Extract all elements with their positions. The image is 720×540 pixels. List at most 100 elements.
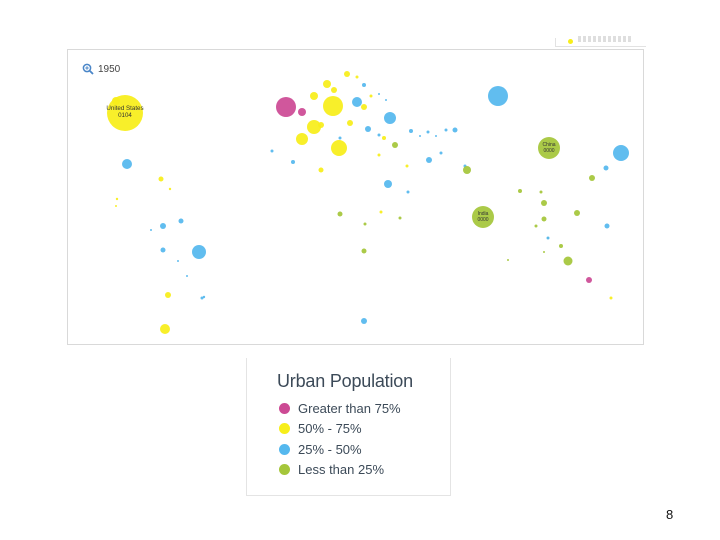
country-bubble[interactable]: [115, 205, 117, 207]
country-bubble[interactable]: [507, 259, 509, 261]
country-bubble[interactable]: [379, 210, 383, 214]
country-bubble[interactable]: [613, 145, 629, 161]
country-bubble[interactable]: [574, 210, 580, 216]
country-bubble[interactable]: [439, 151, 443, 155]
country-bubble[interactable]: [377, 153, 381, 157]
country-bubble[interactable]: [534, 224, 538, 228]
country-bubble[interactable]: [426, 157, 432, 163]
bubble-label-united-states: United States 0104: [106, 105, 143, 119]
country-bubble[interactable]: [426, 130, 430, 134]
country-bubble[interactable]: [298, 108, 306, 116]
country-bubble[interactable]: [178, 218, 184, 224]
country-bubble[interactable]: [122, 159, 132, 169]
country-bubble[interactable]: [338, 136, 342, 140]
country-bubble[interactable]: [200, 296, 204, 300]
country-bubble[interactable]: [472, 206, 494, 228]
country-bubble[interactable]: [361, 248, 367, 254]
country-bubble[interactable]: [385, 99, 387, 101]
country-bubble[interactable]: [377, 133, 381, 137]
country-bubble[interactable]: [158, 176, 164, 182]
country-bubble[interactable]: [323, 96, 343, 116]
bubble-map-panel[interactable]: United States 0104 China 0000 India 0000 1950: [67, 49, 644, 345]
country-bubble[interactable]: [419, 135, 421, 137]
country-bubble[interactable]: [361, 104, 367, 110]
country-bubble[interactable]: [539, 190, 543, 194]
country-bubble[interactable]: [518, 189, 522, 193]
country-bubble[interactable]: [318, 167, 324, 173]
country-bubble[interactable]: [115, 197, 119, 201]
country-bubble[interactable]: [331, 87, 337, 93]
country-bubble[interactable]: [398, 216, 402, 220]
country-bubble[interactable]: [160, 247, 166, 253]
country-bubble[interactable]: [337, 211, 343, 217]
country-bubble[interactable]: [384, 112, 396, 124]
country-bubble[interactable]: [463, 166, 471, 174]
legend-swatch: [279, 402, 290, 414]
country-bubble[interactable]: [323, 80, 331, 88]
country-bubble[interactable]: [291, 160, 295, 164]
country-bubble[interactable]: [160, 324, 170, 334]
country-bubble[interactable]: [409, 129, 413, 133]
country-bubble[interactable]: [186, 275, 188, 277]
country-bubble[interactable]: [177, 260, 179, 262]
legend-dot-fragment: [568, 39, 573, 44]
country-bubble[interactable]: [363, 222, 367, 226]
country-bubble[interactable]: [361, 318, 367, 324]
country-bubble[interactable]: [405, 164, 409, 168]
country-bubble[interactable]: [344, 71, 350, 77]
country-bubble[interactable]: [365, 126, 371, 132]
country-bubble[interactable]: [347, 120, 353, 126]
country-bubble[interactable]: [307, 120, 321, 134]
urban-population-legend: Urban Population Greater than 75% 50% - 7…: [246, 358, 451, 496]
country-bubble[interactable]: [406, 190, 410, 194]
country-bubble[interactable]: [318, 122, 324, 128]
country-bubble[interactable]: [452, 127, 458, 133]
country-bubble[interactable]: [488, 86, 508, 106]
country-bubble[interactable]: [541, 200, 547, 206]
legend-item-gt75: Greater than 75%: [279, 398, 401, 419]
country-bubble[interactable]: [378, 93, 380, 95]
country-bubble[interactable]: [604, 223, 610, 229]
legend-label: 50% - 75%: [298, 421, 362, 437]
bubble-label-line: 0000: [543, 148, 554, 154]
country-bubble[interactable]: [296, 133, 308, 145]
country-bubble[interactable]: [609, 296, 613, 300]
country-bubble[interactable]: [165, 292, 171, 298]
legend-text-fragment: [578, 36, 633, 42]
legend-swatch: [279, 443, 290, 455]
country-bubble[interactable]: [355, 75, 359, 79]
bubble-label-line: United States: [106, 105, 143, 112]
legend-item-25to50: 25% - 50%: [279, 439, 401, 460]
country-bubble[interactable]: [168, 187, 172, 191]
country-bubble[interactable]: [276, 97, 296, 117]
country-bubble[interactable]: [435, 135, 437, 137]
country-bubble[interactable]: [384, 180, 392, 188]
country-bubble[interactable]: [559, 244, 563, 248]
legend-item-lt25: Less than 25%: [279, 460, 401, 481]
legend-strip-fragment: [555, 36, 646, 47]
country-bubble[interactable]: [150, 229, 152, 231]
country-bubble[interactable]: [362, 83, 366, 87]
country-bubble[interactable]: [546, 236, 550, 240]
country-bubble[interactable]: [392, 142, 398, 148]
country-bubble[interactable]: [541, 216, 547, 222]
country-bubble[interactable]: [160, 223, 166, 229]
country-bubble[interactable]: [112, 97, 120, 105]
country-bubble[interactable]: [563, 256, 573, 266]
country-bubble[interactable]: [603, 165, 609, 171]
country-bubble[interactable]: [538, 137, 560, 159]
country-bubble[interactable]: [382, 136, 386, 140]
country-bubble[interactable]: [543, 251, 545, 253]
country-bubble[interactable]: [310, 92, 318, 100]
country-bubble[interactable]: [444, 128, 448, 132]
country-bubble[interactable]: [589, 175, 595, 181]
country-bubble[interactable]: [369, 94, 373, 98]
country-bubble[interactable]: [331, 140, 347, 156]
zoom-in-icon[interactable]: [82, 63, 94, 75]
year-label: 1950: [98, 63, 121, 75]
country-bubble[interactable]: [270, 149, 274, 153]
country-bubble[interactable]: [586, 277, 592, 283]
country-bubble[interactable]: [192, 245, 206, 259]
country-bubble[interactable]: [352, 97, 362, 107]
